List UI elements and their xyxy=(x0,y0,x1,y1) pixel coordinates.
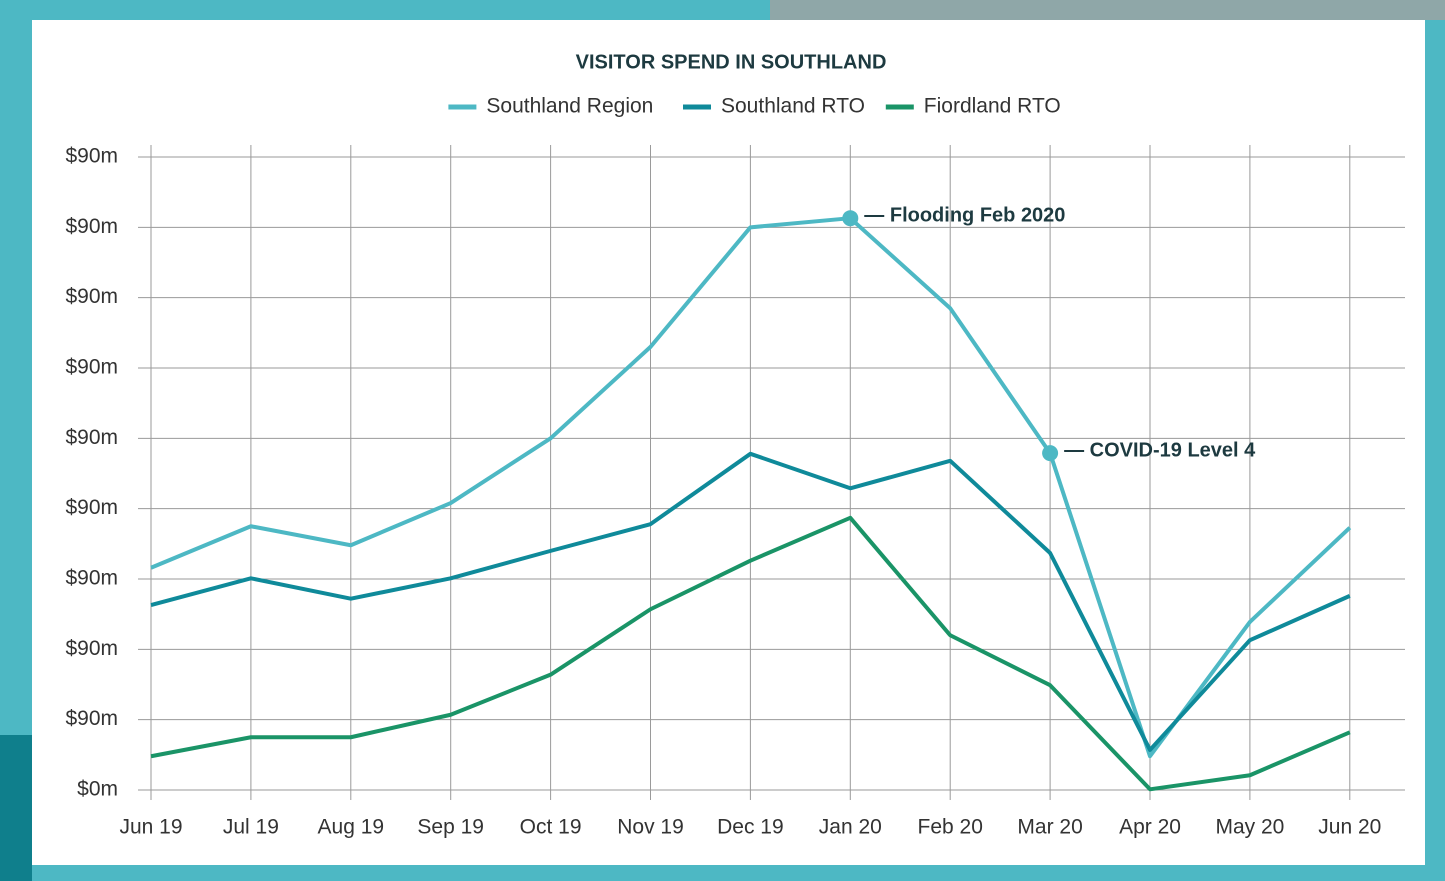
chart-title: VISITOR SPEND IN SOUTHLAND xyxy=(576,51,887,73)
x-tick-label: Jun 20 xyxy=(1318,816,1381,839)
background-image xyxy=(770,0,1445,20)
y-tick-label: $90m xyxy=(65,567,118,590)
chart: VISITOR SPEND IN SOUTHLAND Jun 19 Jul 19 A… xyxy=(0,0,1445,881)
x-tick-label: Nov 19 xyxy=(617,816,684,839)
x-tick-label: Feb 20 xyxy=(918,816,983,839)
x-tick-label: Jun 19 xyxy=(119,816,182,839)
side-strip xyxy=(0,735,32,881)
y-tick-label: $90m xyxy=(65,637,118,660)
annotation-dot xyxy=(1042,445,1058,461)
x-tick-label: Oct 19 xyxy=(520,816,582,839)
x-tick-label: Jul 19 xyxy=(223,816,279,839)
x-tick-label: Aug 19 xyxy=(318,816,385,839)
y-tick-label: $90m xyxy=(65,215,118,238)
x-tick-label: Dec 19 xyxy=(717,816,784,839)
legend-label: Fiordland RTO xyxy=(924,95,1061,118)
x-tick-label: Apr 20 xyxy=(1119,816,1181,839)
y-tick-label: $90m xyxy=(65,356,118,379)
x-tick-label: Jan 20 xyxy=(819,816,882,839)
page: {"chart_data": {"type": "line", "title":… xyxy=(0,0,1445,881)
y-tick-label: $0m xyxy=(77,778,118,801)
x-tick-label: Sep 19 xyxy=(417,816,484,839)
y-tick-label: $90m xyxy=(65,285,118,308)
x-tick-label: May 20 xyxy=(1215,816,1284,839)
y-tick-label: $90m xyxy=(65,707,118,730)
x-tick-label: Mar 20 xyxy=(1017,816,1082,839)
annotation-text: — COVID-19 Level 4 xyxy=(1064,439,1256,461)
y-tick-label: $90m xyxy=(65,145,118,168)
legend-label: Southland RTO xyxy=(721,95,865,118)
y-tick-label: $90m xyxy=(65,426,118,449)
y-tick-label: $90m xyxy=(65,496,118,519)
annotation-text: — Flooding Feb 2020 xyxy=(864,204,1065,226)
annotation-dot xyxy=(842,210,858,226)
legend-label: Southland Region xyxy=(486,95,653,118)
